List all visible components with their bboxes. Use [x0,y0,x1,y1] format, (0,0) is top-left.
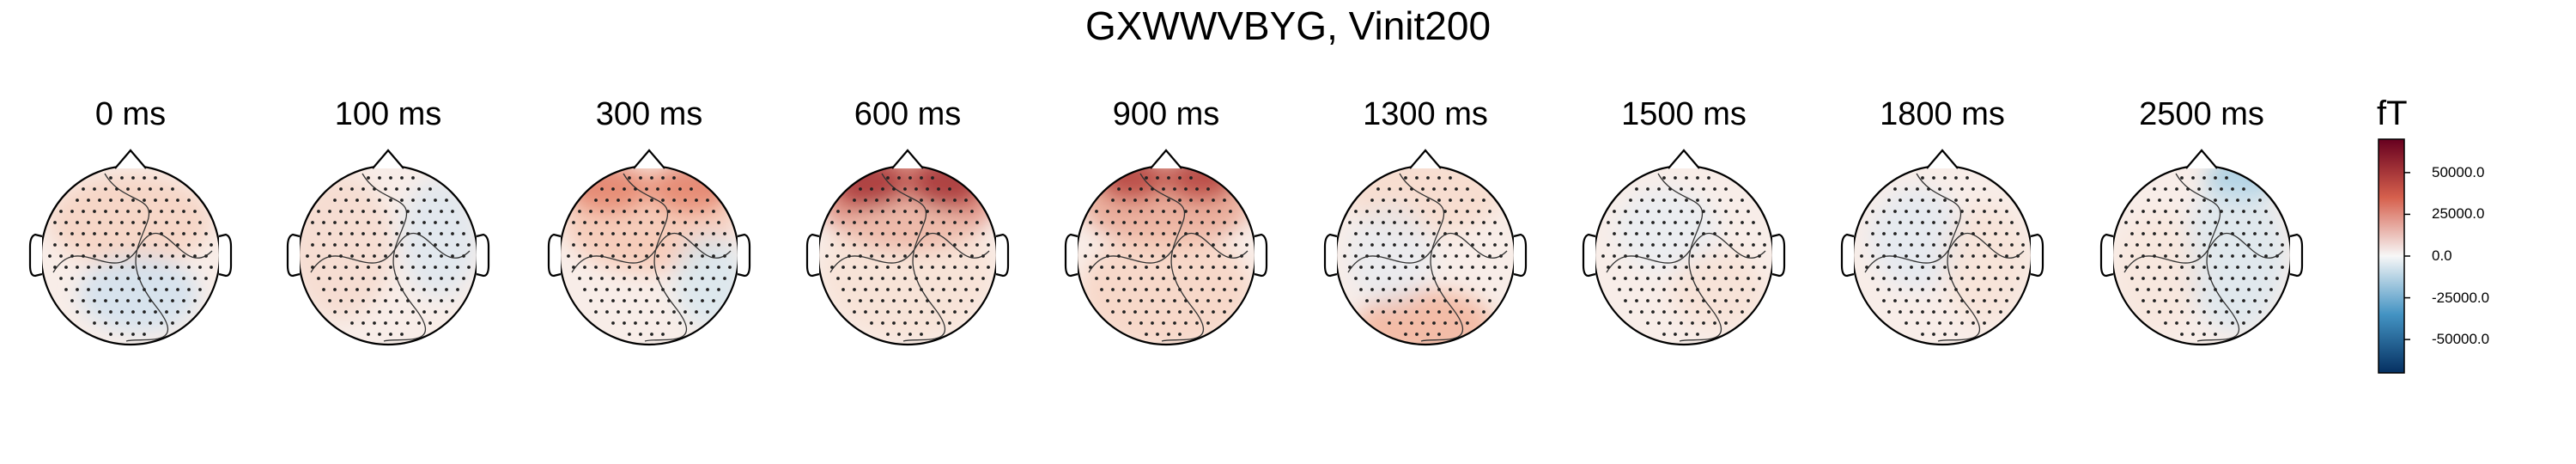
field-blob [401,178,477,298]
sensor-dots [1084,176,1249,336]
contour-line [104,173,169,342]
time-label: 1800 ms [1880,96,2005,132]
sensor-dots [306,176,471,336]
contour-line [1088,233,1249,273]
topomap-3 [547,149,751,346]
right-ear-icon [476,233,490,278]
contour-line [2175,173,2240,342]
contour-line [1399,173,1464,342]
topomap-2 [286,149,490,346]
contour-line [623,173,688,342]
colorbar-tick-label: -50000.0 [2432,331,2490,348]
nose-icon [1409,149,1442,169]
field-blob [1080,166,1252,247]
field-blob [2184,178,2287,333]
contour-line [2123,233,2284,273]
left-ear-icon [805,233,820,278]
sensor-dots [1601,176,1766,336]
sensor-dots [1343,176,1508,336]
sensor-dots [567,176,732,336]
sensor-dots [825,176,990,336]
left-ear-icon [1323,233,1338,278]
right-ear-icon [995,233,1010,278]
time-label: 1300 ms [1363,96,1488,132]
time-label: 1500 ms [1621,96,1747,132]
contour-line [1916,173,1981,342]
time-label: 600 ms [854,96,962,132]
topomap-9 [2099,149,2304,346]
right-ear-icon [1254,233,1268,278]
colorbar-tick-label: -25000.0 [2432,289,2490,306]
contour-line [1347,233,1508,273]
topomap-8 [1840,149,2044,346]
left-ear-icon [28,233,43,278]
time-label: 2500 ms [2139,96,2264,132]
field-map [1606,173,1766,342]
field-blob [675,234,738,328]
colorbar-tick-label: 25000.0 [2432,205,2485,223]
contour-line [1864,233,2025,273]
right-ear-icon [1771,233,1786,278]
sensor-dots [48,176,213,336]
topomap-4 [805,149,1010,346]
left-ear-icon [547,233,562,278]
field-blob [1615,186,1718,272]
contour-line [829,233,990,273]
field-blob [2116,212,2202,333]
colorbar-unit: fT [2377,95,2408,132]
time-label: 100 ms [334,96,442,132]
right-ear-icon [1513,233,1528,278]
left-ear-icon [1840,233,1855,278]
topomap-7 [1582,149,1786,346]
figure-title: GXWWVBYG, Vinit200 [1084,3,1492,48]
field-blob [299,174,392,320]
contour-line [52,233,213,273]
contour-line [1606,233,1766,273]
left-ear-icon [1064,233,1078,278]
field-map [822,166,993,342]
left-ear-icon [2099,233,2114,278]
colorbar-tick-label: 0.0 [2432,247,2452,264]
time-label: 900 ms [1112,96,1220,132]
contour-line [1657,173,1722,342]
sensor-dots [1860,176,2025,336]
nose-icon [2185,149,2218,169]
left-ear-icon [1582,233,1596,278]
right-ear-icon [2030,233,2044,278]
sensor-dots [2119,176,2284,336]
field-blob [1348,204,1434,307]
nose-icon [114,149,147,169]
contour-line [361,173,427,342]
nose-icon [1926,149,1959,169]
contour-line [310,233,471,273]
field-blob [49,174,212,268]
colorbar [2378,138,2405,374]
contour-line [881,173,946,342]
right-ear-icon [2289,233,2304,278]
contour-line [571,233,732,273]
field-blob [1080,229,1252,345]
field-map [2116,166,2287,342]
field-blob [1671,251,1765,328]
nose-icon [891,149,924,169]
topomap-5 [1064,149,1268,346]
field-blob [822,204,993,341]
right-ear-icon [218,233,233,278]
time-label: 300 ms [595,96,703,132]
nose-icon [1668,149,1700,169]
topomap-6 [1323,149,1528,346]
right-ear-icon [737,233,751,278]
contour-line [1139,173,1205,342]
colorbar-tick-label: 50000.0 [2432,163,2485,180]
nose-icon [633,149,665,169]
nose-icon [372,149,404,169]
nose-icon [1150,149,1182,169]
field-blob [79,255,199,333]
topomap-1 [28,149,233,346]
left-ear-icon [286,233,301,278]
time-label: 0 ms [94,96,167,132]
